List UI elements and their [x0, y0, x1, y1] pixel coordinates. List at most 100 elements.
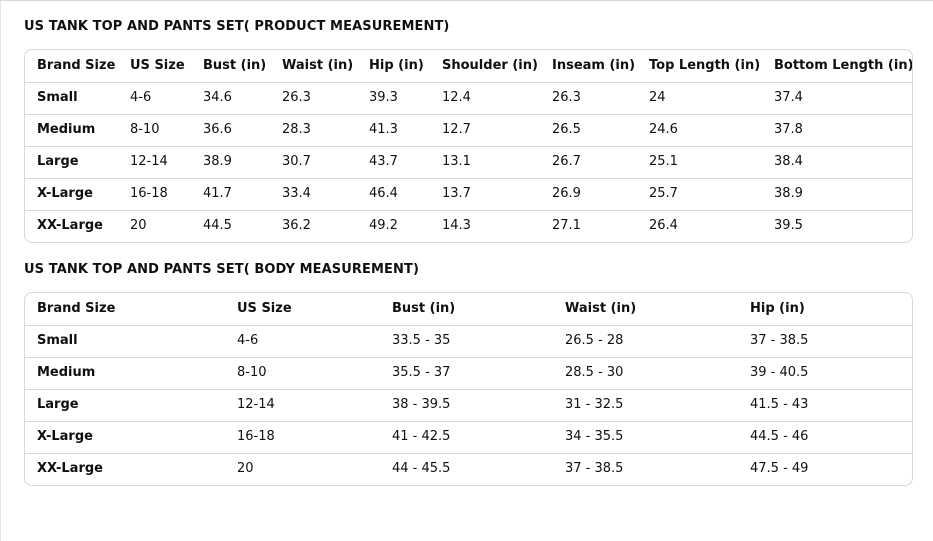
table-cell: 27.1	[540, 209, 637, 242]
brand-size-cell: Medium	[25, 356, 225, 389]
column-header: Hip (in)	[750, 300, 805, 316]
table-cell: 35.5 - 37	[380, 356, 553, 389]
column-header: US Size	[237, 300, 292, 316]
column-header: Bust (in)	[203, 57, 267, 73]
table-header-row: Brand Size US Size Bust (in) Waist (in) …	[25, 293, 912, 325]
table-row: Medium 8-10 35.5 - 37 28.5 - 30 39 - 40.…	[25, 356, 912, 389]
top-divider	[0, 0, 933, 1]
brand-size-cell: Medium	[25, 113, 118, 146]
table-cell: 37 - 38.5	[553, 452, 738, 485]
table-header-row: Brand Size US Size Bust (in) Waist (in) …	[25, 50, 912, 82]
brand-size-cell: X-Large	[25, 420, 225, 453]
table-cell: 41 - 42.5	[380, 420, 553, 453]
table-cell: 26.5	[540, 113, 637, 146]
table-cell: 39.3	[357, 81, 430, 114]
table-cell: 46.4	[357, 177, 430, 210]
table-cell: 26.5 - 28	[553, 324, 738, 357]
table-cell: 25.7	[637, 177, 762, 210]
table-cell: 38.9	[191, 145, 270, 178]
table-cell: 12-14	[225, 388, 380, 421]
table-cell: 13.1	[430, 145, 540, 178]
table-cell: 37.4	[762, 81, 912, 114]
table-cell: 8-10	[118, 113, 191, 146]
table-cell: 20	[225, 452, 380, 485]
brand-size-cell: Large	[25, 145, 118, 178]
brand-size-cell: Large	[25, 388, 225, 421]
table-cell: 14.3	[430, 209, 540, 242]
table-cell: 26.3	[540, 81, 637, 114]
table-row: XX-Large 20 44.5 36.2 49.2 14.3 27.1 26.…	[25, 209, 912, 242]
table-cell: 26.3	[270, 81, 357, 114]
table-cell: 30.7	[270, 145, 357, 178]
table-cell: 12.7	[430, 113, 540, 146]
table-row: X-Large 16-18 41.7 33.4 46.4 13.7 26.9 2…	[25, 177, 912, 210]
table-cell: 25.1	[637, 145, 762, 178]
column-header: Waist (in)	[565, 300, 637, 316]
column-header: Waist (in)	[282, 57, 354, 73]
table-cell: 34.6	[191, 81, 270, 114]
table-row: X-Large 16-18 41 - 42.5 34 - 35.5 44.5 -…	[25, 420, 912, 453]
product-measurement-title: US TANK TOP AND PANTS SET( PRODUCT MEASU…	[24, 19, 450, 34]
table-cell: 36.6	[191, 113, 270, 146]
table-cell: 36.2	[270, 209, 357, 242]
table-cell: 20	[118, 209, 191, 242]
table-cell: 41.7	[191, 177, 270, 210]
table-cell: 28.5 - 30	[553, 356, 738, 389]
left-divider	[0, 1, 1, 541]
table-cell: 44.5	[191, 209, 270, 242]
table-cell: 26.7	[540, 145, 637, 178]
table-cell: 33.5 - 35	[380, 324, 553, 357]
column-header: US Size	[130, 57, 185, 73]
table-row: Large 12-14 38.9 30.7 43.7 13.1 26.7 25.…	[25, 145, 912, 178]
table-cell: 26.4	[637, 209, 762, 242]
column-header: Shoulder (in)	[442, 57, 538, 73]
column-header: Top Length (in)	[649, 57, 761, 73]
table-row: Small 4-6 33.5 - 35 26.5 - 28 37 - 38.5	[25, 324, 912, 357]
table-cell: 38.4	[762, 145, 912, 178]
table-cell: 16-18	[225, 420, 380, 453]
table-cell: 41.3	[357, 113, 430, 146]
brand-size-cell: Small	[25, 81, 118, 114]
table-cell: 38 - 39.5	[380, 388, 553, 421]
table-row: Large 12-14 38 - 39.5 31 - 32.5 41.5 - 4…	[25, 388, 912, 421]
table-cell: 26.9	[540, 177, 637, 210]
table-cell: 8-10	[225, 356, 380, 389]
table-cell: 4-6	[225, 324, 380, 357]
column-header: Bottom Length (in)	[774, 57, 913, 73]
table-cell: 24	[637, 81, 762, 114]
table-cell: 16-18	[118, 177, 191, 210]
table-row: Medium 8-10 36.6 28.3 41.3 12.7 26.5 24.…	[25, 113, 912, 146]
table-cell: 13.7	[430, 177, 540, 210]
table-row: XX-Large 20 44 - 45.5 37 - 38.5 47.5 - 4…	[25, 452, 912, 485]
brand-size-cell: XX-Large	[25, 209, 118, 242]
table-cell: 28.3	[270, 113, 357, 146]
table-cell: 44.5 - 46	[738, 420, 912, 453]
table-cell: 41.5 - 43	[738, 388, 912, 421]
table-cell: 39.5	[762, 209, 912, 242]
brand-size-cell: X-Large	[25, 177, 118, 210]
column-header: Inseam (in)	[552, 57, 636, 73]
table-cell: 49.2	[357, 209, 430, 242]
table-cell: 4-6	[118, 81, 191, 114]
table-cell: 37.8	[762, 113, 912, 146]
table-cell: 47.5 - 49	[738, 452, 912, 485]
table-cell: 43.7	[357, 145, 430, 178]
table-cell: 31 - 32.5	[553, 388, 738, 421]
table-cell: 12-14	[118, 145, 191, 178]
body-measurement-table: Brand Size US Size Bust (in) Waist (in) …	[24, 292, 913, 486]
table-cell: 24.6	[637, 113, 762, 146]
table-row: Small 4-6 34.6 26.3 39.3 12.4 26.3 24 37…	[25, 81, 912, 114]
product-measurement-table: Brand Size US Size Bust (in) Waist (in) …	[24, 49, 913, 243]
table-cell: 12.4	[430, 81, 540, 114]
table-cell: 44 - 45.5	[380, 452, 553, 485]
column-header: Bust (in)	[392, 300, 456, 316]
table-cell: 34 - 35.5	[553, 420, 738, 453]
table-cell: 38.9	[762, 177, 912, 210]
table-cell: 37 - 38.5	[738, 324, 912, 357]
column-header: Brand Size	[37, 300, 116, 316]
column-header: Brand Size	[37, 57, 116, 73]
brand-size-cell: XX-Large	[25, 452, 225, 485]
table-cell: 39 - 40.5	[738, 356, 912, 389]
brand-size-cell: Small	[25, 324, 225, 357]
body-measurement-title: US TANK TOP AND PANTS SET( BODY MEASUREM…	[24, 262, 420, 277]
